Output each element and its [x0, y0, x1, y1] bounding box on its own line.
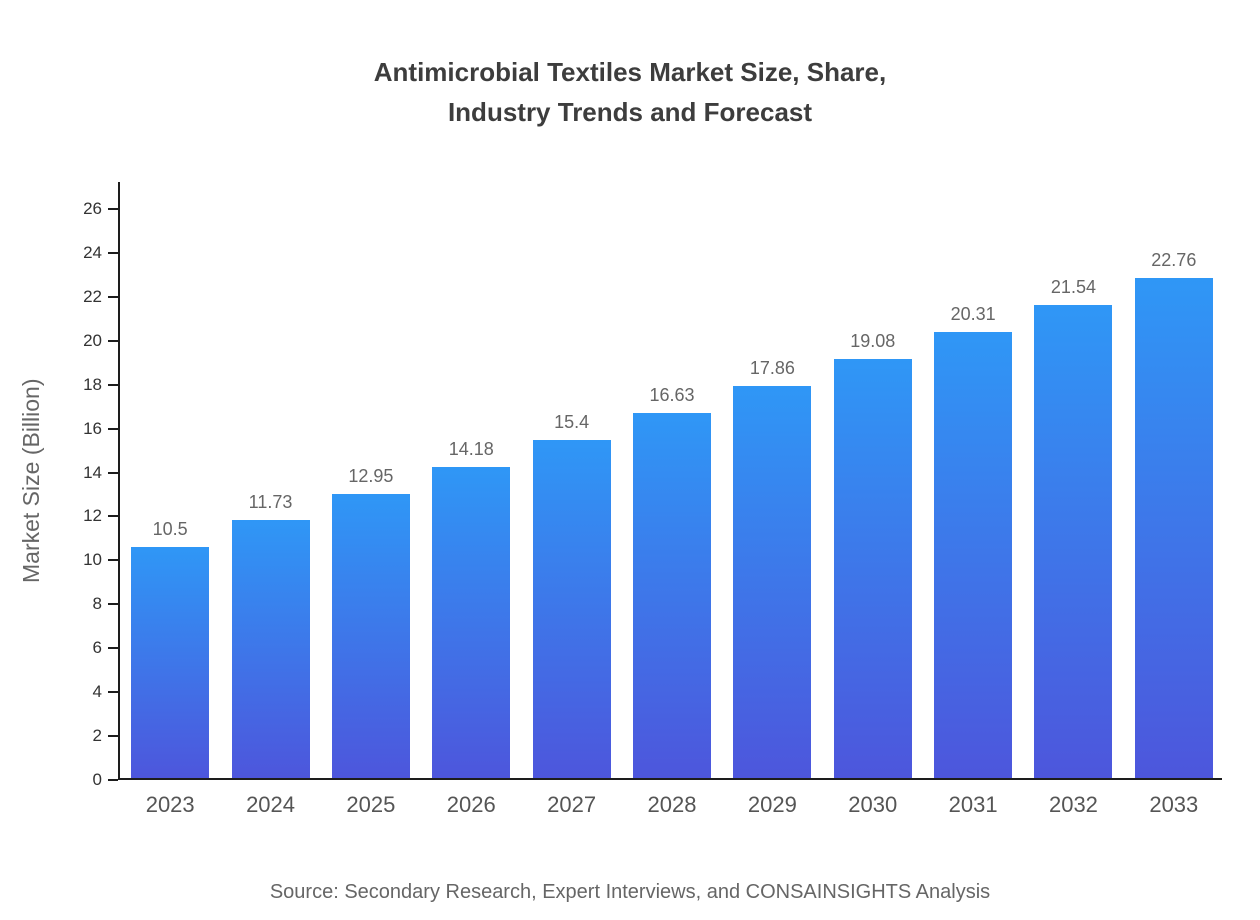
x-tick-label: 2027: [547, 792, 597, 817]
source-note: Source: Secondary Research, Expert Inter…: [269, 881, 991, 903]
chart-title-line-2: Industry Trends and Forecast: [447, 97, 813, 127]
y-tick-label: 4: [92, 682, 102, 702]
y-tick-label: 22: [83, 286, 102, 306]
y-tick-label: 16: [83, 418, 102, 438]
x-tick-label: 2023: [145, 792, 195, 817]
bar-value-label: 20.31: [950, 303, 996, 324]
x-tick-label: 2033: [1149, 792, 1199, 817]
y-tick-label: 10: [83, 550, 102, 570]
y-tick-mark: [108, 691, 118, 694]
y-tick-mark: [108, 339, 118, 342]
x-tick-label: 2025: [346, 792, 396, 817]
y-tick-mark: [108, 383, 118, 386]
bar-value-label: 17.86: [749, 357, 795, 378]
bar: [432, 466, 511, 778]
y-tick-mark: [108, 427, 118, 430]
bar: [1034, 304, 1113, 778]
y-tick-label: 6: [92, 638, 102, 658]
y-tick-label: 2: [92, 726, 102, 746]
y-tick-label: 14: [83, 462, 102, 482]
x-tick-label: 2028: [647, 792, 697, 817]
bar: [532, 439, 611, 778]
y-tick-mark: [108, 471, 118, 474]
y-tick-mark: [108, 515, 118, 518]
bar: [633, 412, 711, 778]
y-tick-label: 0: [92, 770, 102, 789]
y-tick-label: 20: [83, 330, 102, 350]
bar: [231, 520, 310, 778]
y-tick-mark: [108, 208, 118, 211]
bar: [1134, 278, 1213, 778]
bar: [833, 359, 912, 778]
y-axis-title: Market Size (Billion): [18, 378, 44, 584]
y-tick-mark: [108, 295, 118, 298]
y-tick-label: 18: [83, 374, 102, 394]
bar-value-label: 21.54: [1050, 276, 1096, 297]
bar-value-label: 11.73: [248, 492, 293, 513]
bar-value-label: 16.63: [649, 384, 695, 405]
bar: [131, 547, 210, 778]
y-tick-mark: [108, 647, 118, 650]
x-tick-label: 2024: [246, 792, 296, 817]
y-tick-label: 8: [92, 594, 102, 614]
bar: [934, 332, 1013, 778]
y-tick-label: 12: [83, 506, 102, 526]
y-tick-mark: [108, 779, 118, 781]
x-tick-label: 2029: [747, 792, 797, 817]
x-tick-label: 2030: [848, 792, 898, 817]
bar-value-label: 19.08: [850, 331, 896, 351]
bar-value-label: 15.4: [554, 411, 590, 432]
y-tick-mark: [108, 603, 118, 606]
x-tick-label: 2026: [446, 792, 496, 817]
y-tick-mark: [108, 735, 118, 738]
chart-title-line-1: Antimicrobial Textiles Market Size, Shar…: [373, 57, 887, 87]
x-tick-label: 2032: [1048, 792, 1098, 817]
chart-title: Antimicrobial Textiles Market Size, Shar…: [0, 52, 1260, 132]
y-tick-label: 26: [83, 199, 102, 219]
x-tick-label: 2031: [948, 792, 998, 817]
bar: [331, 493, 410, 778]
bar-value-label: 14.18: [448, 438, 494, 459]
y-tick-mark: [108, 559, 118, 562]
y-tick-label: 24: [83, 242, 102, 262]
bar-value-label: 12.95: [348, 465, 394, 486]
plot-area: 0 2 4 6 8 10 12 14 16 18 20 22 24 26 10.5 2023 11.73 2024…: [83, 182, 1222, 817]
bar-value-label: 10.5: [152, 519, 188, 540]
y-tick-mark: [108, 251, 118, 254]
bar-value-label: 22.76: [1151, 250, 1197, 271]
bar: [733, 385, 812, 778]
